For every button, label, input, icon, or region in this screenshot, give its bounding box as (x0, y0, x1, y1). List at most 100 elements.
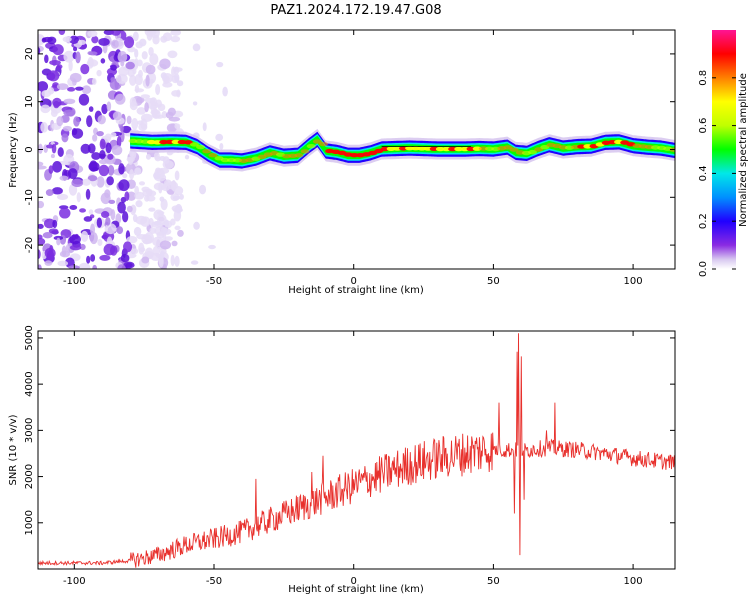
colorbar-ticks: 0.0 0.2 0.4 0.6 0.8 (698, 70, 736, 277)
noise-blob (179, 193, 184, 200)
x-tick-label: -50 (206, 576, 222, 587)
noise-blob (44, 54, 49, 64)
noise-blob (153, 220, 162, 226)
noise-blob (99, 254, 111, 261)
noise-blob (99, 150, 106, 160)
noise-blob (38, 161, 44, 167)
noise-blob (86, 115, 93, 128)
noise-blob (38, 238, 46, 246)
noise-blob (208, 244, 216, 250)
ridge-core (528, 149, 538, 155)
noise-blob (159, 58, 171, 69)
noise-blob (52, 219, 58, 229)
noise-blob (47, 36, 57, 45)
noise-blob (122, 211, 129, 223)
noise-blob (81, 178, 91, 186)
noise-blob (38, 249, 41, 260)
ridge-core (509, 147, 519, 152)
noise-blob (136, 120, 144, 125)
noise-blob (56, 64, 63, 70)
noise-blob (67, 168, 78, 180)
noise-blob (129, 101, 138, 111)
snr-frame (37, 330, 676, 570)
noise-blob (164, 179, 172, 186)
noise-blob (124, 191, 130, 201)
noise-blob (117, 264, 126, 269)
noise-blob (141, 256, 150, 264)
noise-blob (101, 211, 110, 219)
noise-blob (136, 96, 145, 104)
noise-blob (63, 98, 76, 105)
noise-blob (38, 143, 43, 154)
noise-blob (171, 240, 178, 247)
ridge-core (257, 154, 267, 160)
noise-blob (87, 30, 98, 38)
noise-blob (38, 81, 49, 92)
noise-blob (67, 87, 76, 92)
noise-blob (68, 183, 78, 196)
noise-blob (202, 122, 207, 132)
noise-blob (174, 225, 181, 231)
noise-blob (42, 232, 53, 239)
noise-blob (44, 260, 53, 266)
noise-blob (167, 107, 176, 116)
noise-blob (126, 115, 132, 125)
noise-blob (139, 247, 146, 253)
x-tick-label: 50 (487, 576, 500, 587)
noise-blob (89, 232, 98, 245)
ridge-core (208, 152, 218, 158)
noise-blob (144, 30, 157, 37)
noise-blob (116, 135, 122, 148)
noise-blob (125, 61, 135, 70)
noise-blob (132, 31, 139, 42)
noise-blob (56, 237, 61, 246)
noise-blob (79, 208, 86, 213)
noise-blob (98, 37, 110, 46)
noise-blob (119, 125, 124, 132)
noise-blob (108, 199, 116, 204)
noise-blob (176, 80, 184, 87)
noise-blob (110, 209, 116, 221)
noise-blob (159, 240, 172, 250)
noise-blob (40, 122, 48, 133)
noise-blob (171, 66, 176, 78)
noise-blob (107, 164, 115, 176)
noise-blob (192, 101, 198, 106)
noise-blob (184, 154, 190, 160)
noise-blob (52, 160, 63, 173)
noise-blob (170, 218, 176, 226)
snr-series-line (38, 333, 675, 568)
snr-ylabel: SNR (10 * v/v) (8, 414, 19, 485)
noise-blob (91, 35, 99, 44)
noise-blob (71, 128, 78, 136)
noise-blob (122, 173, 128, 179)
noise-blob (74, 86, 84, 91)
noise-blob (134, 185, 140, 195)
noise-blob (38, 200, 45, 209)
ridge-core (294, 153, 304, 158)
noise-blob (88, 51, 98, 56)
noise-blob (192, 43, 201, 52)
ridge-core (202, 149, 212, 154)
noise-blob (176, 89, 181, 98)
noise-blob (170, 35, 181, 43)
noise-blob (159, 155, 166, 161)
noise-blob (130, 204, 137, 214)
y-tick-label: 0 (24, 146, 35, 152)
x-tick-label: 100 (624, 576, 643, 587)
noise-blob (88, 161, 100, 172)
noise-blob (133, 226, 142, 236)
y-tick-label: 5000 (24, 325, 35, 350)
noise-blob (79, 243, 86, 250)
noise-blob (145, 153, 151, 160)
noise-blob (112, 111, 122, 121)
noise-blob (123, 241, 133, 253)
noise-blob (61, 245, 67, 257)
noise-blob (174, 170, 180, 181)
noise-blob (136, 107, 146, 115)
noise-blob (48, 87, 55, 95)
noise-blob (162, 32, 173, 42)
